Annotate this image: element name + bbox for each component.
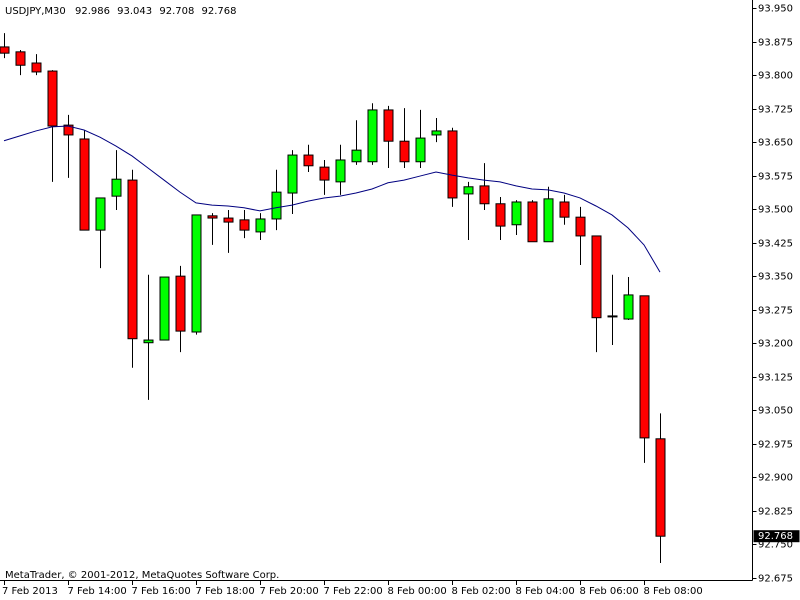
candle-body — [575, 216, 586, 237]
candle-body — [527, 201, 538, 243]
candle-body — [431, 130, 442, 136]
candle-body — [191, 214, 202, 333]
candle-body — [335, 159, 346, 183]
x-tick-label: 8 Feb 04:00 — [516, 586, 575, 597]
candle-body — [479, 185, 490, 205]
y-tick-label: 93.875 — [758, 38, 793, 49]
candle-body — [559, 201, 570, 218]
candle-body — [399, 140, 410, 163]
y-tick-label: 93.425 — [758, 239, 793, 250]
candle-body — [79, 138, 90, 231]
candle-body — [63, 124, 74, 136]
y-tick-label: 92.825 — [758, 507, 793, 518]
candle-body — [303, 154, 314, 167]
x-tick-label: 7 Feb 22:00 — [324, 586, 383, 597]
y-tick-label: 92.900 — [758, 473, 793, 484]
last-price-tag — [753, 530, 800, 543]
candle-body — [287, 154, 298, 194]
candle-body — [447, 130, 458, 199]
y-tick-label: 92.750 — [758, 540, 793, 551]
candle-body — [383, 109, 394, 142]
candle-body — [591, 235, 602, 319]
candle-body — [223, 217, 234, 223]
candle-body — [655, 438, 666, 537]
x-tick-label: 8 Feb 06:00 — [580, 586, 639, 597]
candle-body — [207, 215, 218, 219]
y-tick-label: 93.275 — [758, 306, 793, 317]
candle-body — [463, 186, 474, 195]
footer-caption: MetaTrader, © 2001-2012, MetaQuotes Soft… — [5, 570, 279, 581]
y-tick-label: 93.050 — [758, 406, 793, 417]
candle-body — [255, 218, 266, 233]
candle-body — [239, 219, 250, 231]
candle-body — [607, 315, 618, 318]
candle-body — [0, 46, 10, 54]
moving-average-line — [3, 125, 661, 273]
candle-body — [639, 295, 650, 439]
candle-body — [175, 275, 186, 332]
candle-body — [543, 198, 554, 243]
candle-body — [47, 70, 58, 127]
y-tick-label: 93.800 — [758, 71, 793, 82]
candle-body — [511, 201, 522, 226]
candle-body — [367, 109, 378, 163]
last-price-label: 92.768 — [758, 531, 793, 542]
candle-body — [495, 203, 506, 227]
chart-header: USDJPY,M30 92.986 93.043 92.708 92.768 — [5, 6, 237, 17]
candle-body — [127, 179, 138, 340]
y-tick-label: 92.975 — [758, 440, 793, 451]
header-open: 92.986 — [75, 6, 110, 17]
x-tick-label: 7 Feb 14:00 — [68, 586, 127, 597]
header-high: 93.043 — [117, 6, 152, 17]
candle-body — [271, 191, 282, 220]
candle-body — [31, 62, 42, 73]
x-tick-label: 7 Feb 20:00 — [260, 586, 319, 597]
candle-body — [415, 137, 426, 163]
candle-body — [319, 166, 330, 181]
candle-body — [159, 276, 170, 341]
chart-title: USDJPY,M30 — [5, 6, 66, 17]
y-tick-label: 93.500 — [758, 205, 793, 216]
candle-body — [111, 178, 122, 197]
y-tick-label: 93.575 — [758, 172, 793, 183]
x-tick-label: 8 Feb 08:00 — [644, 586, 703, 597]
candle-body — [351, 149, 362, 163]
y-tick-label: 92.675 — [758, 574, 793, 585]
candle-body — [15, 51, 26, 66]
y-tick-label: 93.200 — [758, 339, 793, 350]
header-low: 92.708 — [159, 6, 194, 17]
y-tick-label: 93.950 — [758, 4, 793, 15]
x-tick-label: 8 Feb 02:00 — [452, 586, 511, 597]
y-tick-label: 93.650 — [758, 138, 793, 149]
x-tick-label: 7 Feb 18:00 — [196, 586, 255, 597]
x-tick-label: 8 Feb 00:00 — [388, 586, 447, 597]
y-tick-label: 93.350 — [758, 272, 793, 283]
candle-body — [95, 197, 106, 231]
y-tick-label: 93.725 — [758, 105, 793, 116]
y-tick-label: 93.125 — [758, 373, 793, 384]
candle-body — [623, 294, 634, 320]
candle-body — [143, 339, 154, 344]
x-tick-label: 7 Feb 2013 — [2, 586, 58, 597]
header-close: 92.768 — [202, 6, 237, 17]
x-tick-label: 7 Feb 16:00 — [132, 586, 191, 597]
